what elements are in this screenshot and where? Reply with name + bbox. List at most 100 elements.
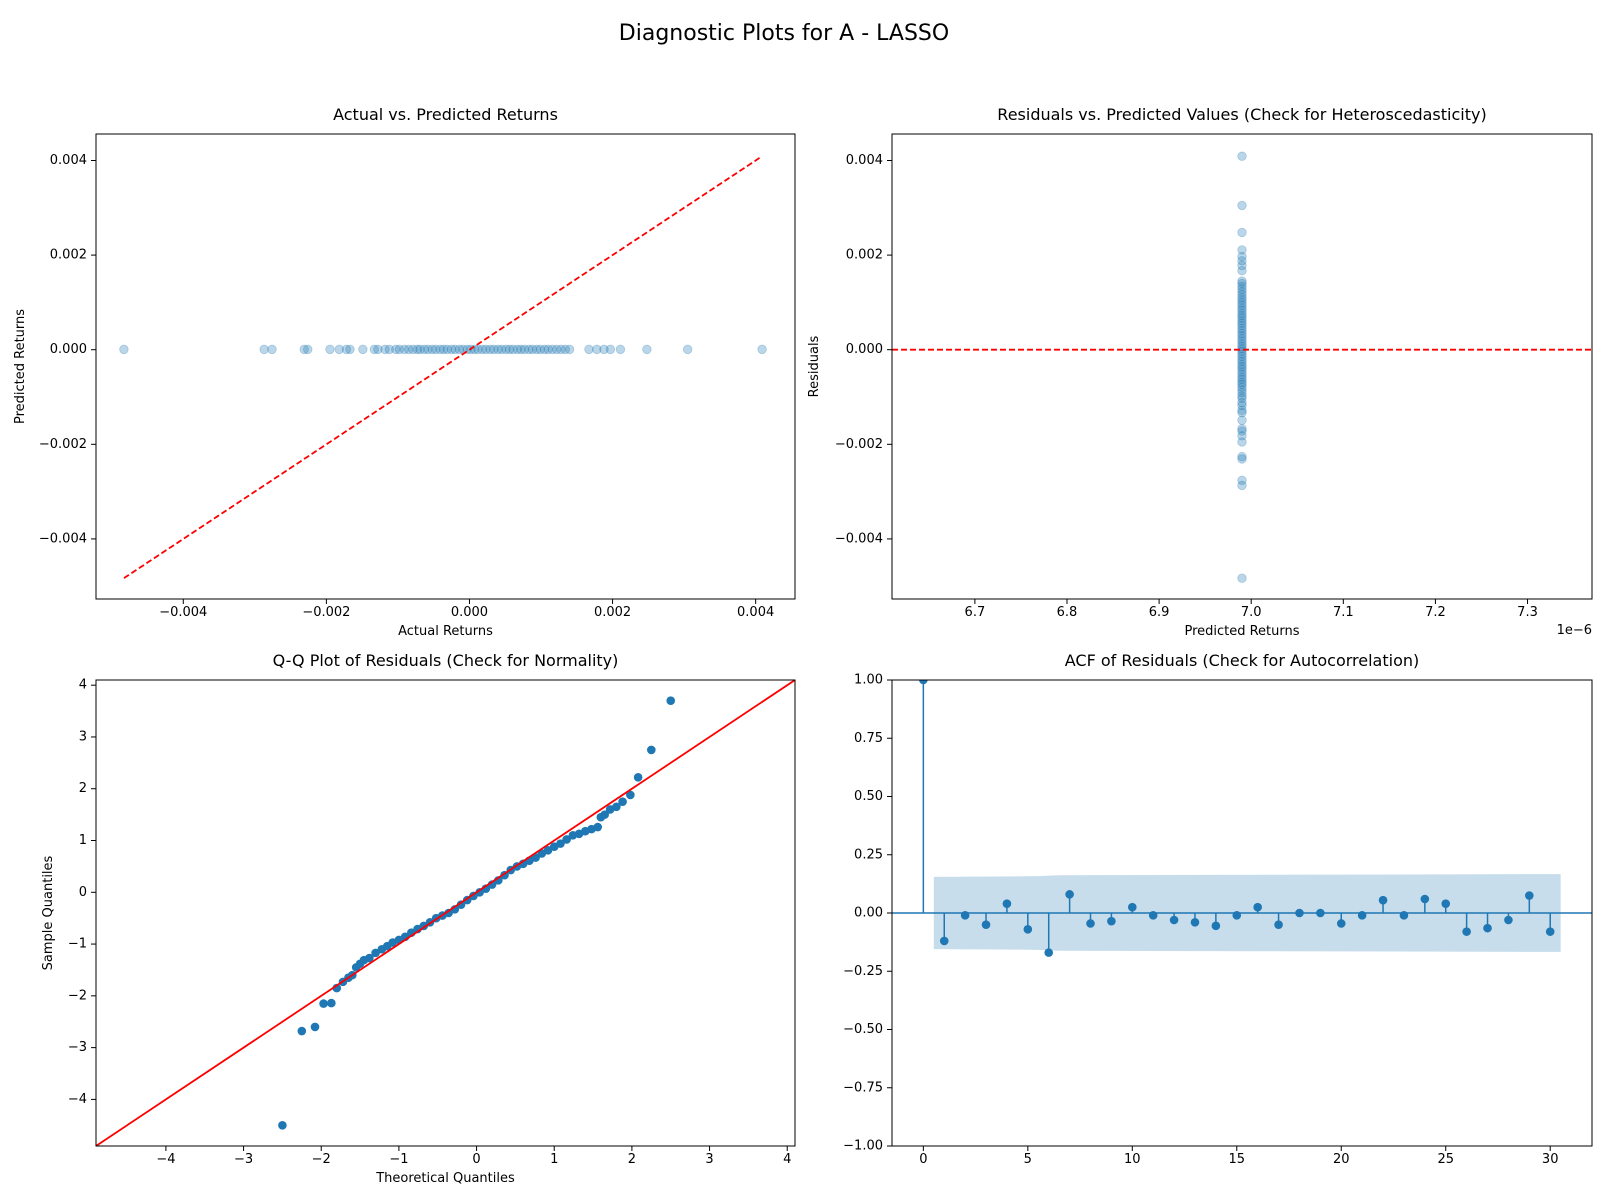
acf-marker [1441,899,1451,908]
data-point [1237,573,1247,583]
data-point [119,344,129,355]
data-point [564,344,575,355]
y-axis-label: Residuals [807,335,822,397]
y-tick-label: 0.25 [854,847,883,862]
y-tick-label: 0.000 [50,342,87,357]
y-tick-label: −0.50 [843,1022,883,1037]
plot-area [119,155,767,579]
data-point [1237,454,1247,464]
data-point [1237,400,1247,411]
data-point [666,696,676,706]
y-axis-label: Predicted Returns [13,309,28,424]
data-point [626,790,635,800]
data-point [1237,318,1247,328]
data-point [1237,256,1247,266]
acf-marker [1504,915,1513,925]
data-point [642,344,652,355]
data-point [1237,151,1247,161]
data-point [334,344,344,355]
x-tick-label: 0 [919,1152,927,1167]
plot-area [892,680,1592,957]
data-point [477,344,488,355]
data-point [1237,354,1247,364]
data-point [516,344,526,355]
axes-frame [95,133,796,600]
data-point [524,344,534,355]
x-axis-offset-label: 1e−6 [1557,623,1592,638]
data-point [446,344,457,355]
data-point [489,344,499,355]
data-point [423,344,433,355]
reference-line [123,155,763,579]
data-point [1237,320,1247,331]
data-point [1237,426,1247,436]
data-point [303,344,313,355]
data-point [1237,367,1247,377]
acf-marker [1420,894,1430,904]
data-point [1237,310,1247,321]
x-tick-label: 5 [1024,1152,1032,1167]
data-point [1237,424,1247,434]
acf-marker [1023,925,1033,934]
acf-marker [1002,899,1012,908]
axes-frame [891,679,1593,1147]
data-point [1237,349,1247,359]
data-point [512,344,523,355]
y-tick-label: −4 [68,1092,87,1107]
data-point [1237,351,1247,362]
data-point [1237,364,1247,374]
data-point [1237,260,1247,271]
data-point [384,344,395,355]
acf-marker [1274,920,1283,929]
data-point [450,344,460,355]
data-point [278,1120,287,1130]
data-point [547,344,558,355]
acf-marker [1232,911,1242,920]
data-point [403,344,414,355]
data-point [562,835,571,844]
acf-marker [1127,902,1137,912]
data-point [501,344,511,355]
data-point [1237,278,1247,289]
data-point [1237,295,1247,305]
data-point [259,344,269,355]
data-point [618,797,627,806]
x-tick-label: 7.1 [1333,605,1354,620]
data-point [267,344,277,355]
data-point [412,344,422,355]
y-tick-label: −0.002 [835,437,883,452]
y-tick-label: −0.75 [843,1080,883,1095]
data-point [493,344,503,355]
data-point [1237,415,1247,425]
data-point [358,344,368,355]
data-point [1237,331,1247,341]
y-tick-label: −1.00 [843,1139,883,1154]
data-point [1237,451,1247,462]
data-point [485,344,495,355]
data-point [415,344,425,355]
data-point [475,887,484,897]
acf-marker [1211,921,1221,931]
y-tick-label: −3 [68,1040,87,1055]
y-tick-label: 2 [79,781,87,796]
data-point [535,344,545,355]
acf-marker [1462,927,1471,936]
acf-marker [1044,948,1054,957]
data-point [527,344,538,355]
data-point [605,344,616,355]
data-point [1237,385,1247,395]
data-point [1237,227,1247,238]
x-tick-label: −1 [389,1152,408,1167]
data-point [297,1026,307,1036]
y-axis-label: Sample Quantiles [41,855,56,970]
acf-marker [960,911,970,920]
x-tick-label: 7.3 [1517,605,1538,620]
x-tick-label: −3 [234,1152,253,1167]
data-point [1237,377,1247,388]
acf-marker [1169,915,1179,925]
y-tick-label: 0.002 [846,248,883,263]
data-point [1237,326,1247,336]
acf-marker [1148,911,1158,920]
x-tick-label: 0.000 [451,605,488,620]
data-point [1237,382,1247,392]
